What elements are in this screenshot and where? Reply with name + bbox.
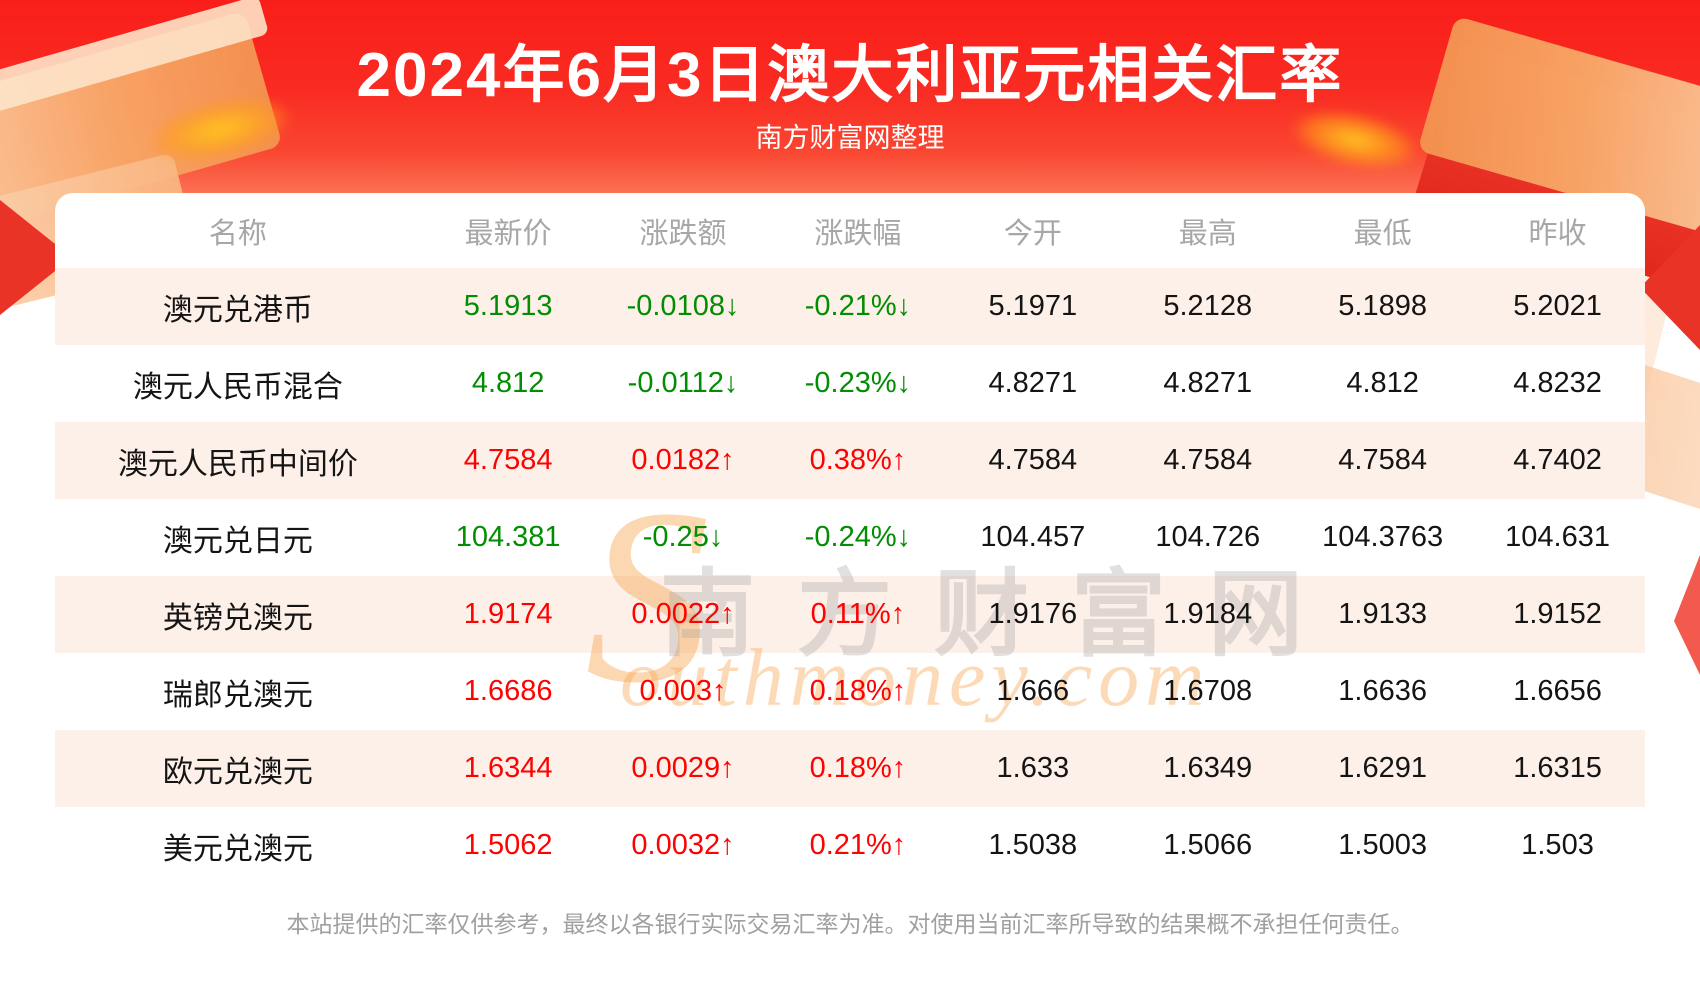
cell-latest: 5.1913 <box>463 290 553 322</box>
table-row: 澳元人民币混合 4.812 -0.0112↓ -0.23%↓ 4.8271 4.8271 4… <box>55 345 1645 422</box>
cell-latest: 1.9174 <box>463 598 553 630</box>
cell-low: 4.7584 <box>1338 444 1427 476</box>
cell-low: 104.3763 <box>1322 521 1444 553</box>
cell-low: 1.5003 <box>1338 829 1427 861</box>
cell-high: 1.9184 <box>1163 598 1253 630</box>
cell-change: 0.0029↑ <box>631 752 735 784</box>
disclaimer-text: 本站提供的汇率仅供参考，最终以各银行实际交易汇率为准。对使用当前汇率所导致的结果… <box>286 911 1414 937</box>
column-header: 涨跌幅 <box>814 217 902 250</box>
cell-pct: -0.21%↓ <box>804 290 912 322</box>
cell-change: -0.25↓ <box>642 521 724 553</box>
cell-name: 美元兑澳元 <box>162 832 313 866</box>
cell-open: 4.7584 <box>988 444 1078 476</box>
cell-name: 欧元兑澳元 <box>162 755 313 789</box>
table-row: 澳元兑日元 104.381 -0.25↓ -0.24%↓ 104.457 104.726 1… <box>55 499 1645 576</box>
table-row: 美元兑澳元 1.5062 0.0032↑ 0.21%↑ 1.5038 1.5066 1.50… <box>55 807 1645 884</box>
cell-high: 1.6708 <box>1163 675 1253 707</box>
column-header: 最高 <box>1178 217 1237 250</box>
cell-name: 澳元人民币混合 <box>132 370 343 404</box>
column-header: 最新价 <box>464 217 552 250</box>
cell-open: 1.633 <box>996 752 1070 784</box>
cell-pct: 0.38%↑ <box>809 444 907 476</box>
cell-prev: 5.2021 <box>1513 290 1602 322</box>
cell-latest: 1.6686 <box>463 675 553 707</box>
footer: 本站提供的汇率仅供参考，最终以各银行实际交易汇率为准。对使用当前汇率所导致的结果… <box>0 905 1700 939</box>
column-header: 涨跌额 <box>639 217 727 250</box>
cell-pct: 0.18%↑ <box>809 752 907 784</box>
cell-latest: 4.7584 <box>463 444 553 476</box>
rates-table-card: S 南方财富网 outhmoney.com 名称 最新价 涨跌额 涨跌幅 今开 最高 最低昨… <box>55 193 1645 884</box>
cell-latest: 1.6344 <box>463 752 553 784</box>
cell-change: 0.003↑ <box>639 675 727 707</box>
cell-high: 5.2128 <box>1163 290 1253 322</box>
cell-name: 澳元兑港币 <box>162 293 313 327</box>
page-subtitle: 南方财富网整理 <box>755 123 945 153</box>
cell-prev: 104.631 <box>1505 521 1610 553</box>
cell-change: 0.0022↑ <box>631 598 735 630</box>
cell-change: -0.0108↓ <box>626 290 740 322</box>
table-row: 澳元人民币中间价 4.7584 0.0182↑ 0.38%↑ 4.7584 4.7584 4… <box>55 422 1645 499</box>
cell-high: 104.726 <box>1155 521 1261 553</box>
cell-open: 104.457 <box>980 521 1086 553</box>
cell-pct: -0.24%↓ <box>804 521 912 553</box>
cell-change: -0.0112↓ <box>627 367 739 399</box>
cell-pct: 0.21%↑ <box>809 829 907 861</box>
cell-low: 4.812 <box>1346 367 1419 399</box>
cell-name: 澳元兑日元 <box>162 524 313 558</box>
cell-change: 0.0032↑ <box>631 829 735 861</box>
table-body: 澳元兑港币 5.1913 -0.0108↓ -0.21%↓ 5.1971 5.2128 5.… <box>55 268 1645 884</box>
cell-name: 澳元人民币中间价 <box>117 447 358 481</box>
table-row: 瑞郎兑澳元 1.6686 0.003↑ 0.18%↑ 1.666 1.6708 1.6636… <box>55 653 1645 730</box>
column-header: 今开 <box>1003 217 1062 250</box>
page-title: 2024年6月3日澳大利亚元相关汇率 <box>356 41 1344 110</box>
cell-open: 4.8271 <box>988 367 1078 399</box>
column-header: 昨收 <box>1528 217 1587 250</box>
cell-open: 5.1971 <box>988 290 1078 322</box>
cell-prev: 1.503 <box>1521 829 1594 861</box>
cell-low: 1.9133 <box>1338 598 1427 630</box>
cell-low: 1.6636 <box>1338 675 1427 707</box>
table-row: 澳元兑港币 5.1913 -0.0108↓ -0.21%↓ 5.1971 5.2128 5.… <box>55 268 1645 345</box>
cell-prev: 1.6656 <box>1513 675 1602 707</box>
table-row: 英镑兑澳元 1.9174 0.0022↑ 0.11%↑ 1.9176 1.9184 1.91… <box>55 576 1645 653</box>
column-header: 最低 <box>1353 217 1412 250</box>
cell-latest: 4.812 <box>471 367 545 399</box>
cell-prev: 1.6315 <box>1513 752 1602 784</box>
cell-open: 1.5038 <box>988 829 1078 861</box>
table-row: 欧元兑澳元 1.6344 0.0029↑ 0.18%↑ 1.633 1.6349 1.629… <box>55 730 1645 807</box>
cell-latest: 104.381 <box>455 521 561 553</box>
cell-pct: 0.11%↑ <box>810 598 906 630</box>
cell-name: 英镑兑澳元 <box>162 601 313 635</box>
table-header-row: 名称 最新价 涨跌额 涨跌幅 今开 最高 最低 昨收 <box>55 193 1645 268</box>
column-header: 名称 <box>208 217 267 250</box>
cell-open: 1.666 <box>996 675 1070 707</box>
cell-pct: -0.23%↓ <box>804 367 912 399</box>
cell-prev: 1.9152 <box>1513 598 1602 630</box>
cell-prev: 4.8232 <box>1513 367 1602 399</box>
cell-change: 0.0182↑ <box>631 444 735 476</box>
cell-latest: 1.5062 <box>463 829 553 861</box>
cell-pct: 0.18%↑ <box>809 675 907 707</box>
cell-open: 1.9176 <box>988 598 1078 630</box>
cell-high: 4.8271 <box>1163 367 1253 399</box>
cell-high: 1.5066 <box>1163 829 1253 861</box>
cell-low: 5.1898 <box>1338 290 1427 322</box>
cell-high: 1.6349 <box>1163 752 1253 784</box>
cell-high: 4.7584 <box>1163 444 1253 476</box>
cell-low: 1.6291 <box>1338 752 1427 784</box>
red-ribbon-right-lower <box>1674 555 1700 675</box>
cell-prev: 4.7402 <box>1513 444 1602 476</box>
cell-name: 瑞郎兑澳元 <box>162 678 313 712</box>
